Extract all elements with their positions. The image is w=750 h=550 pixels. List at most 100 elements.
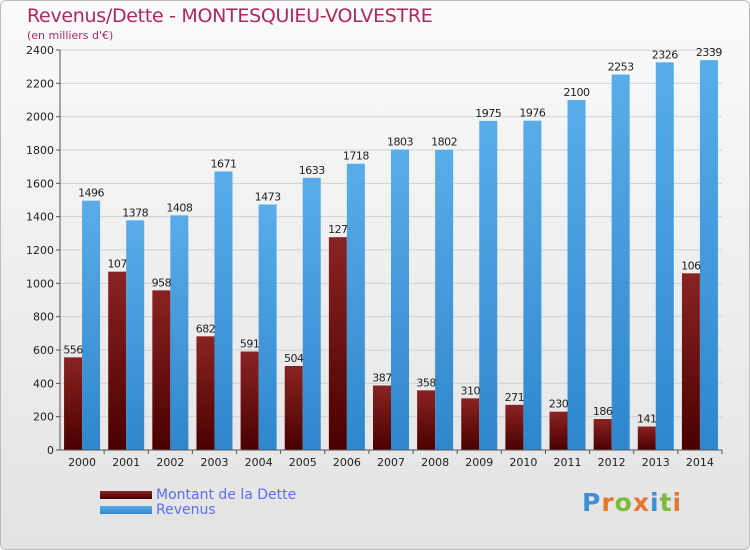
- x-tick-label: 2006: [333, 456, 361, 469]
- value-label-debt: 387: [372, 372, 392, 385]
- x-tick-label: 2002: [156, 456, 184, 469]
- value-label-debt: 141: [637, 413, 657, 426]
- value-label-debt: 186: [593, 405, 613, 418]
- y-tick-label: 1200: [26, 244, 54, 257]
- logo-letter: i: [672, 488, 683, 517]
- logo-letter: x: [632, 488, 650, 517]
- x-tick-label: 2001: [112, 456, 140, 469]
- bar-debt: [64, 357, 83, 450]
- bar-revenue: [170, 215, 189, 450]
- value-label-revenue: 1803: [387, 136, 413, 149]
- bar-debt: [284, 366, 303, 450]
- y-tick-label: 600: [33, 344, 54, 357]
- value-label-debt: 556: [63, 343, 83, 356]
- value-label-revenue: 1378: [122, 206, 148, 219]
- legend-label-revenue: Revenus: [156, 502, 216, 518]
- bar-debt: [505, 404, 524, 450]
- value-label-revenue: 1671: [210, 158, 236, 171]
- bar-revenue: [611, 74, 630, 450]
- value-label-debt: 230: [549, 398, 569, 411]
- x-tick-label: 2011: [554, 456, 582, 469]
- value-label-revenue: 1633: [299, 164, 325, 177]
- bar-debt: [240, 351, 259, 450]
- y-tick-label: 1600: [26, 177, 54, 190]
- bar-debt: [328, 237, 347, 450]
- x-tick-label: 2007: [377, 456, 405, 469]
- value-label-debt: 682: [196, 322, 216, 335]
- y-tick-label: 1800: [26, 144, 54, 157]
- value-label-revenue: 1975: [475, 107, 501, 120]
- value-label-revenue: 2339: [696, 46, 722, 59]
- bars-layer: [64, 60, 718, 451]
- legend-label-debt: Montant de la Dette: [156, 487, 297, 503]
- bar-revenue: [346, 163, 365, 450]
- bar-debt: [461, 398, 480, 450]
- x-tick-label: 2014: [686, 456, 714, 469]
- value-label-revenue: 1473: [255, 191, 281, 204]
- logo-letter: i: [650, 488, 660, 517]
- bar-debt: [373, 385, 391, 450]
- bar-revenue: [302, 177, 321, 451]
- value-label-revenue: 2100: [564, 86, 590, 99]
- x-tick-label: 2013: [642, 456, 670, 469]
- bar-debt: [637, 426, 656, 450]
- x-tick-label: 2010: [509, 456, 537, 469]
- value-label-debt: 504: [284, 352, 304, 365]
- legend-swatch-revenue: [100, 506, 152, 514]
- chart-subtitle: (en milliers d'€): [27, 29, 114, 42]
- bar-revenue: [214, 171, 233, 450]
- chart-title: Revenus/Dette - MONTESQUIEU-VOLVESTRE: [27, 5, 433, 27]
- bar-revenue: [479, 120, 498, 450]
- value-label-revenue: 1802: [431, 136, 457, 149]
- logo-letter: o: [614, 488, 633, 517]
- bar-revenue: [126, 220, 145, 450]
- x-tick-label: 2012: [598, 456, 626, 469]
- value-label-debt: 106: [681, 259, 701, 272]
- y-tick-label: 1000: [26, 277, 54, 290]
- value-label-revenue: 2253: [608, 61, 634, 74]
- legend-swatch-debt: [100, 491, 152, 499]
- value-labels-layer: 556 1496 107 1378 958 1408 682 1671 591 1473 504 16…: [63, 46, 723, 426]
- bar-debt: [417, 390, 436, 450]
- bar-debt: [196, 336, 215, 450]
- legend-item-debt: Montant de la Dette: [100, 487, 296, 503]
- value-label-debt: 591: [240, 338, 260, 351]
- y-tick-label: 1400: [26, 211, 54, 224]
- bar-debt: [549, 411, 568, 450]
- bar-revenue: [258, 204, 277, 450]
- bar-debt: [108, 271, 127, 450]
- bar-debt: [152, 290, 171, 450]
- logo-letter: r: [601, 488, 615, 517]
- x-tick-label: 2008: [421, 456, 449, 469]
- bar-revenue: [391, 149, 409, 450]
- legend-item-revenue: Revenus: [100, 502, 216, 518]
- value-label-debt: 127: [328, 223, 348, 236]
- x-tick-label: 2004: [245, 456, 273, 469]
- value-label-revenue: 1976: [519, 107, 545, 120]
- x-tick-label: 2009: [465, 456, 493, 469]
- value-label-revenue: 1408: [166, 201, 192, 214]
- proxiti-logo: Proxiti: [582, 488, 682, 517]
- y-tick-label: 0: [47, 444, 54, 457]
- value-label-debt: 310: [461, 384, 481, 397]
- bar-revenue: [655, 62, 674, 450]
- logo-letter: t: [659, 488, 673, 517]
- value-label-debt: 271: [505, 391, 525, 404]
- value-label-debt: 107: [107, 258, 127, 271]
- bar-revenue: [567, 100, 586, 450]
- value-label-revenue: 1718: [343, 150, 369, 163]
- value-label-revenue: 1496: [78, 187, 104, 200]
- y-tick-label: 2400: [26, 44, 54, 57]
- y-tick-label: 800: [33, 311, 54, 324]
- y-tick-label: 2000: [26, 111, 54, 124]
- bar-debt: [593, 419, 612, 450]
- bar-revenue: [523, 120, 542, 451]
- value-label-debt: 358: [416, 376, 436, 389]
- value-label-debt: 958: [152, 276, 172, 289]
- y-tick-label: 400: [33, 377, 54, 390]
- x-tick-label: 2003: [200, 456, 228, 469]
- bar-revenue: [435, 149, 454, 450]
- value-label-revenue: 2326: [652, 48, 678, 61]
- bar-debt: [681, 273, 700, 450]
